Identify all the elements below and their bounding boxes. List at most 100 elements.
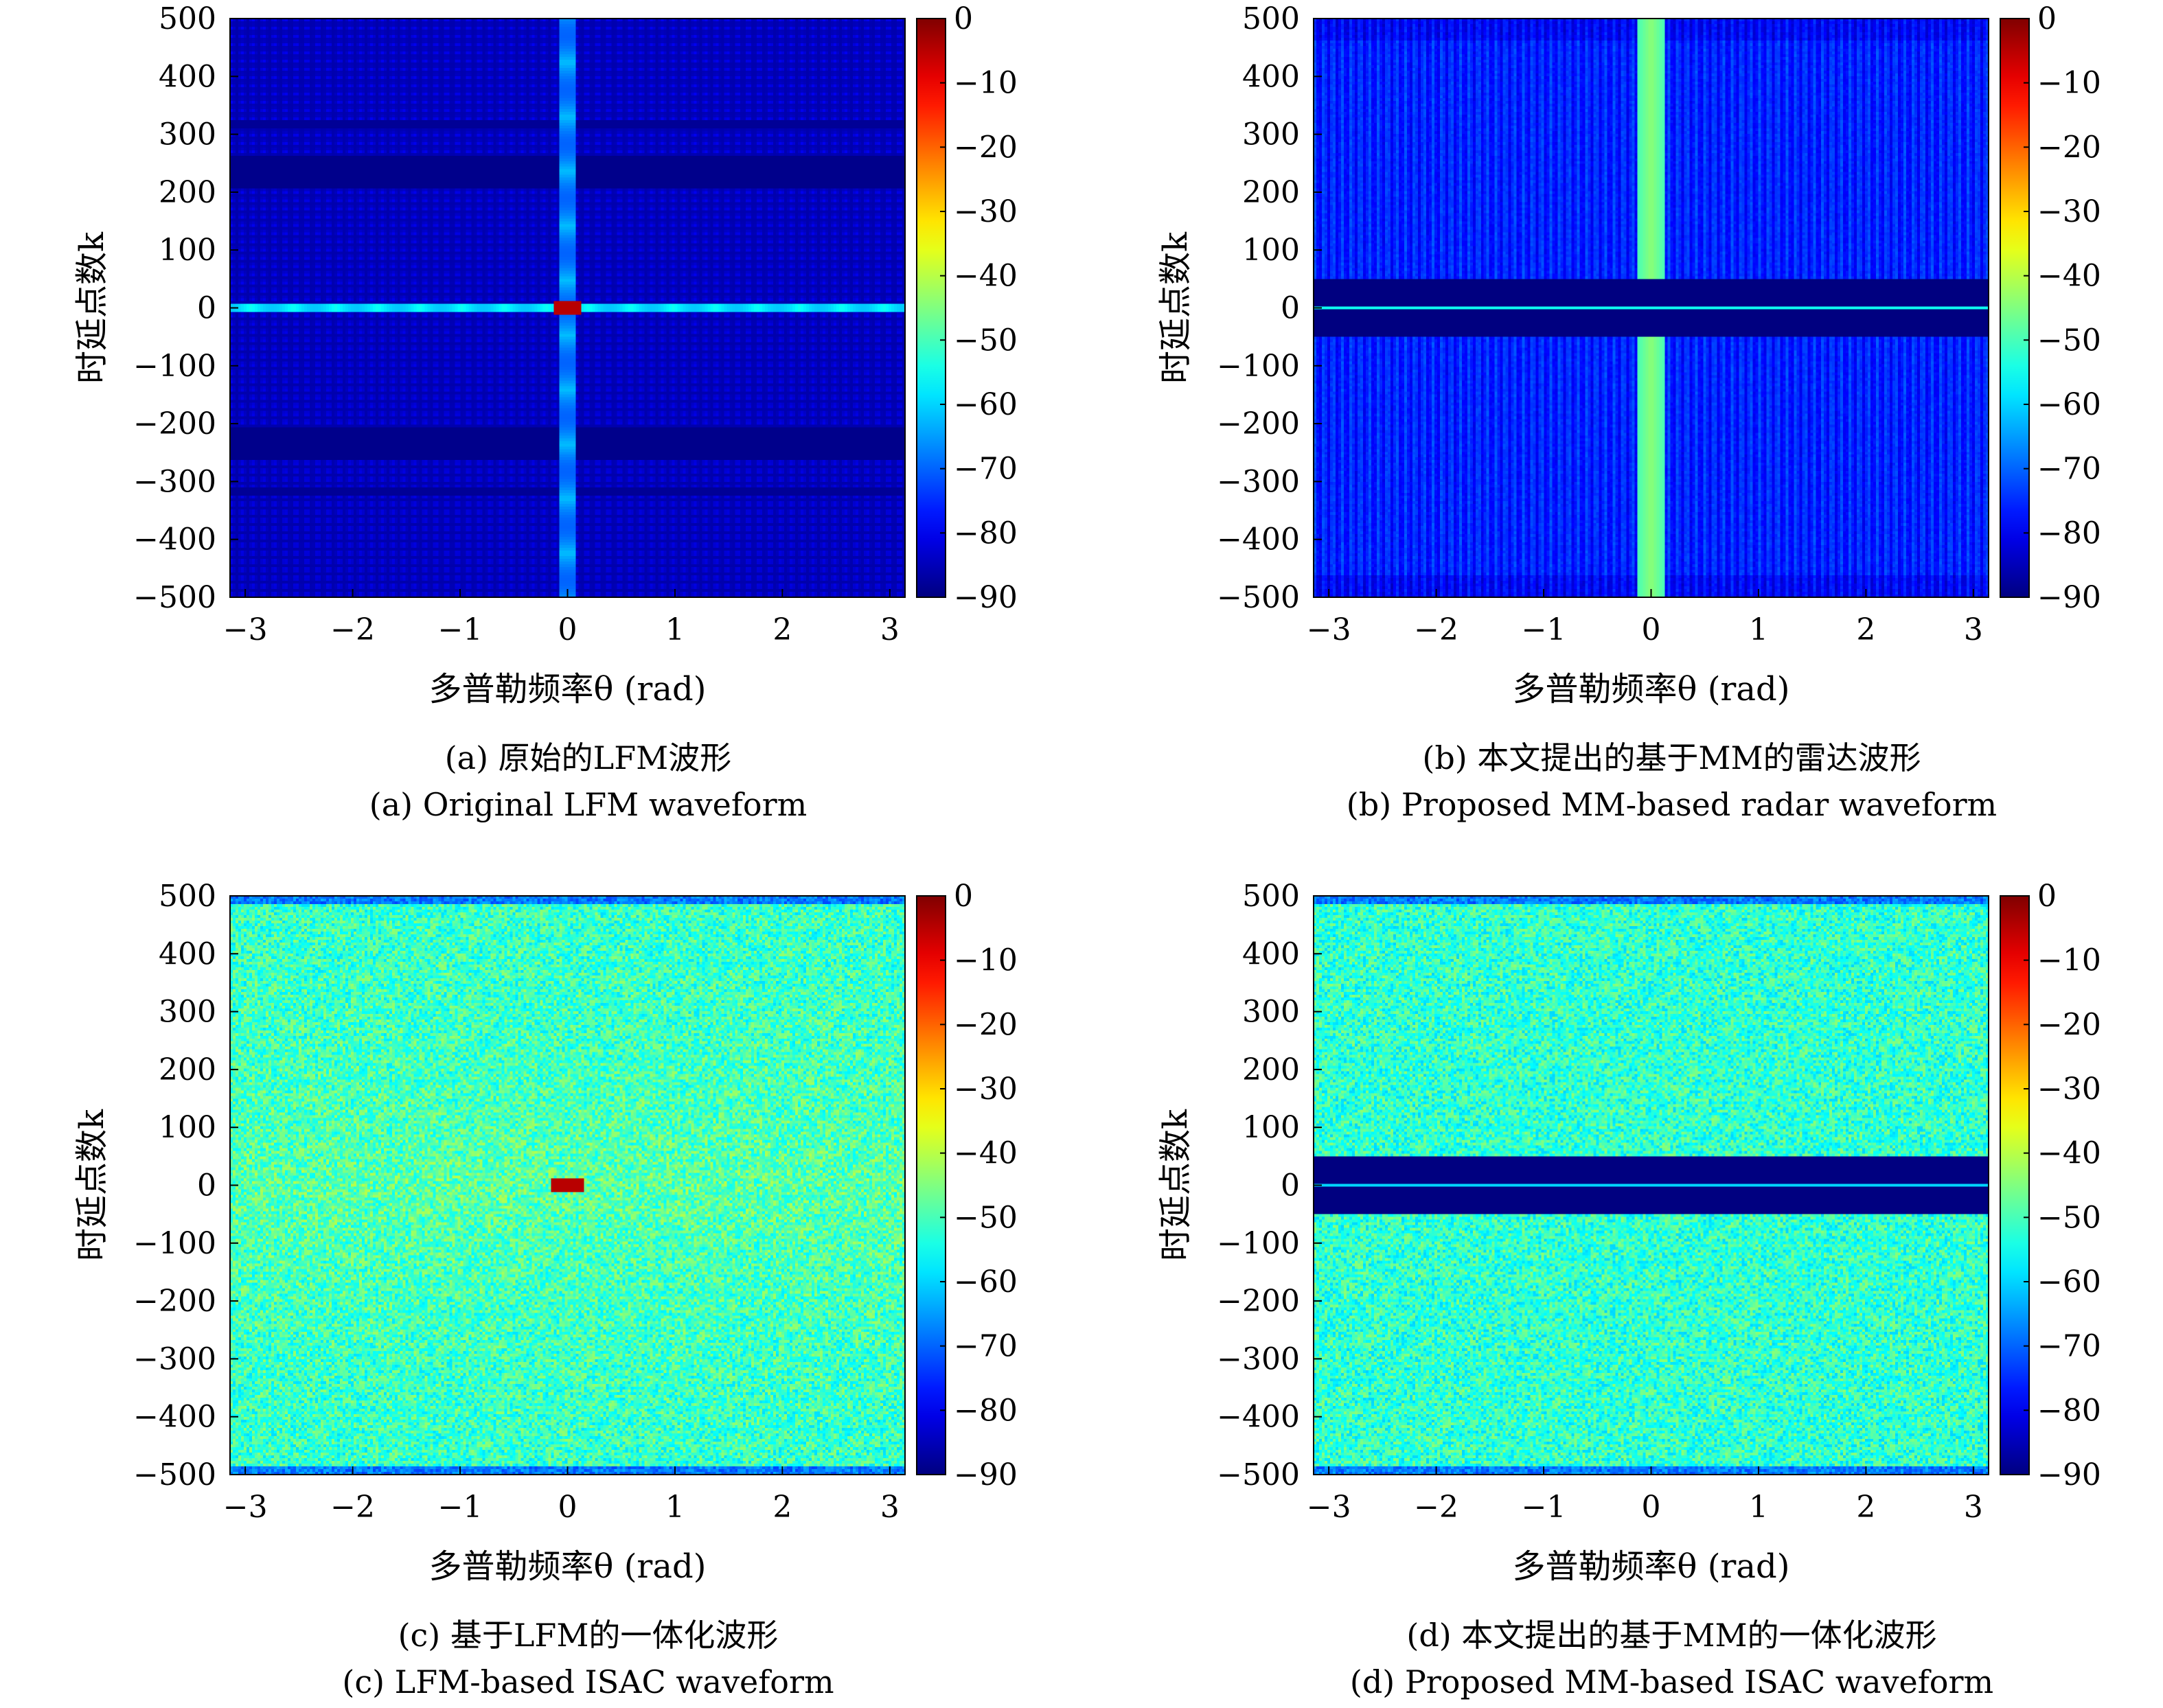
colorbar-gradient [916,895,946,1475]
y-tick-label: 400 [159,59,216,94]
x-tick-label: −2 [330,1490,375,1525]
x-tick-label: −1 [1522,1490,1566,1525]
x-tick-label: 3 [880,612,900,647]
y-tick-label: −300 [1217,1341,1300,1376]
colorbar-tick-label: −80 [954,516,1018,551]
colorbar-tick-label: −10 [954,66,1018,101]
colorbar-tick-label: −50 [954,1200,1018,1235]
y-tick-label: 200 [159,1052,216,1087]
x-tick-label: 2 [1856,612,1875,647]
colorbar-tick-label: −90 [954,1457,1018,1492]
y-tick-label: −500 [133,580,216,615]
colorbar-tick-label: −90 [2037,580,2101,615]
x-tick-label: 1 [665,612,685,647]
y-axis-label: 时延点数k [1156,231,1195,384]
y-tick-label: 300 [159,995,216,1030]
y-axis-label: 时延点数k [1156,1109,1195,1261]
x-tick-label: 1 [1749,612,1768,647]
x-tick-label: 3 [1964,1490,1983,1525]
caption-en: (d) Proposed MM-based ISAC waveform [1350,1663,1993,1700]
y-tick-label: 100 [159,233,216,268]
y-tick-label: −500 [1217,1457,1300,1492]
colorbar-tick-label: −70 [2037,452,2101,487]
y-tick-label: −500 [133,1457,216,1492]
colorbar-tick-label: −70 [2037,1329,2101,1364]
colorbar-tick-label: −20 [2037,130,2101,165]
y-tick-label: 0 [197,1168,216,1203]
colorbar-tick-label: −60 [954,1265,1018,1300]
y-tick-label: 100 [1242,1110,1300,1145]
colorbar-tick-label: −40 [2037,1136,2101,1171]
x-tick-label: −2 [1414,1490,1458,1525]
caption-cn: (b) 本文提出的基于MM的雷达波形 [1422,739,1921,776]
x-axis-label: 多普勒频率θ (rad) [1513,670,1790,708]
heatmap-panel-2: −3 −2 −1 0 1 2 35004003002001000−100−200−300−4… [73,879,1018,1700]
x-axis-label: 多普勒频率θ (rad) [1513,1547,1790,1586]
x-tick-label: −2 [1414,612,1458,647]
caption-cn: (d) 本文提出的基于MM的一体化波形 [1406,1617,1936,1654]
colorbar-gradient [2000,895,2030,1475]
y-tick-label: 500 [159,1,216,36]
colorbar-tick-label: 0 [2037,1,2057,36]
y-tick-label: −100 [1217,1226,1300,1261]
y-tick-label: 0 [1281,1168,1300,1203]
x-tick-label: 0 [558,612,577,647]
colorbar-tick-label: −60 [954,387,1018,422]
x-tick-label: −1 [438,612,483,647]
y-tick-label: 100 [1242,233,1300,268]
x-tick-label: −3 [1307,612,1351,647]
colorbar-tick-label: 0 [954,879,973,914]
y-tick-label: −300 [1217,464,1300,499]
y-tick-label: 400 [1242,59,1300,94]
x-axis-label: 多普勒频率θ (rad) [429,1547,707,1586]
x-tick-label: 3 [880,1490,900,1525]
y-tick-label: −100 [133,349,216,384]
caption-en: (c) LFM-based ISAC waveform [342,1663,834,1700]
y-tick-label: −500 [1217,580,1300,615]
colorbar-tick-label: −20 [2037,1007,2101,1042]
colorbar-tick-label: −70 [954,452,1018,487]
y-tick-label: 500 [1242,879,1300,914]
colorbar: 0 −10 −20 −30 −40 −50 −60 −70 −80 −90 [916,1,1018,615]
colorbar-tick-label: −30 [954,1072,1018,1107]
colorbar-tick-label: −10 [2037,66,2101,101]
y-tick-label: 0 [197,291,216,326]
y-tick-label: 300 [1242,995,1300,1030]
x-tick-label: 1 [1749,1490,1768,1525]
x-tick-label: 3 [1964,612,1983,647]
caption-cn: (a) 原始的LFM波形 [445,739,732,776]
heatmap-panel-3: −3 −2 −1 0 1 2 35004003002001000−100−200−300−4… [1156,879,2101,1700]
y-tick-label: −400 [133,522,216,557]
y-axis-label: 时延点数k [73,1109,111,1261]
x-tick-label: 2 [772,612,792,647]
colorbar-gradient [2000,18,2030,598]
x-tick-label: 0 [558,1490,577,1525]
y-tick-label: 500 [159,879,216,914]
x-tick-label: 2 [1856,1490,1875,1525]
caption-en: (b) Proposed MM-based radar waveform [1347,786,1997,823]
colorbar-tick-label: −20 [954,130,1018,165]
colorbar-tick-label: −40 [954,259,1018,294]
y-tick-label: 200 [1242,175,1300,210]
x-tick-label: −3 [1307,1490,1351,1525]
y-tick-label: −300 [133,1341,216,1376]
colorbar-tick-label: −10 [954,943,1018,978]
colorbar-tick-label: −50 [954,323,1018,358]
y-tick-label: −100 [133,1226,216,1261]
heatmap-image [230,19,905,597]
y-tick-label: 100 [159,1110,216,1145]
colorbar-tick-label: −90 [2037,1457,2101,1492]
y-axis-label: 时延点数k [73,231,111,384]
colorbar-tick-label: −60 [2037,1265,2101,1300]
colorbar-tick-label: −30 [954,194,1018,229]
colorbar-tick-label: −80 [2037,1393,2101,1428]
y-tick-label: −200 [1217,1284,1300,1319]
heatmap-panel-1: −3 −2 −1 0 1 2 35004003002001000−100−200−300−4… [1156,1,2101,823]
heatmap-image [1314,19,1989,597]
colorbar-tick-label: −80 [954,1393,1018,1428]
caption-en: (a) Original LFM waveform [369,786,807,823]
colorbar-tick-label: −90 [954,580,1018,615]
x-tick-label: −1 [438,1490,483,1525]
y-tick-label: −400 [1217,522,1300,557]
x-tick-label: 0 [1642,612,1661,647]
